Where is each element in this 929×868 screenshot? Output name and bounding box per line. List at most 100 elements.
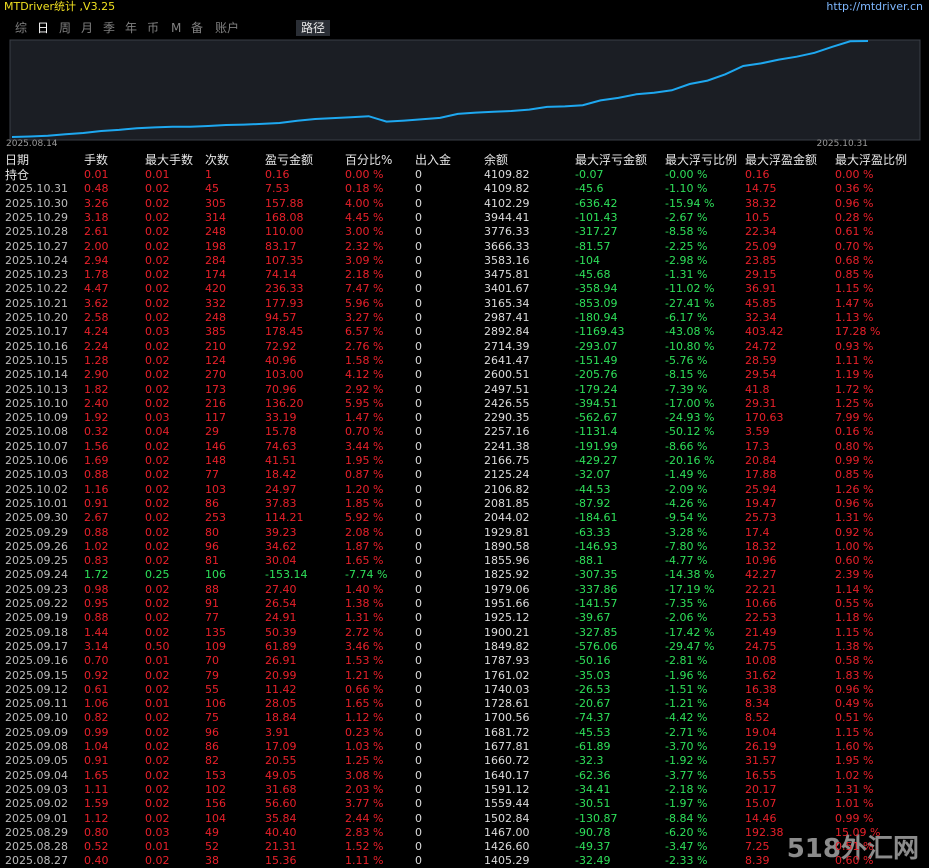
table-cell: 1.11 % <box>835 353 874 367</box>
row-date: 2025.10.07 <box>5 439 68 453</box>
table-cell: 33.19 <box>265 411 297 425</box>
table-cell: 0.96 % <box>835 496 874 510</box>
row-date: 2025.09.30 <box>5 511 68 525</box>
table-cell: -34.41 <box>575 782 611 796</box>
table-cell: 0.02 <box>145 539 170 553</box>
table-cell: 0 <box>415 196 422 210</box>
period-tab[interactable]: 年 <box>125 21 138 35</box>
table-cell: 0.70 <box>84 654 109 668</box>
table-cell: -2.06 % <box>665 611 708 625</box>
table-cell: 70.96 <box>265 382 297 396</box>
path-tab[interactable]: 路径 <box>296 20 330 36</box>
table-cell: -63.33 <box>575 525 611 539</box>
table-cell: 1825.92 <box>484 568 530 582</box>
table-cell: 2.92 % <box>345 382 384 396</box>
period-tab[interactable]: 综 <box>15 21 28 35</box>
table-cell: 0.92 <box>84 668 109 682</box>
table-cell: 42.27 <box>745 568 777 582</box>
table-cell: 385 <box>205 325 226 339</box>
table-cell: 37.83 <box>265 496 297 510</box>
table-cell: 34.62 <box>265 539 297 553</box>
table-cell: 3.46 % <box>345 639 384 653</box>
table-cell: 0.00 % <box>345 168 384 181</box>
table-cell: 20.17 <box>745 782 777 796</box>
period-tab[interactable]: 账户 <box>215 21 240 35</box>
table-cell: 117 <box>205 411 226 425</box>
column-header: 最大手数 <box>145 153 194 167</box>
row-date: 2025.10.22 <box>5 282 68 296</box>
row-date: 2025.10.13 <box>5 382 68 396</box>
table-cell: 0 <box>415 568 422 582</box>
table-cell: -191.99 <box>575 439 618 453</box>
period-tab[interactable]: 周 <box>59 21 72 35</box>
table-cell: -49.37 <box>575 840 611 854</box>
table-cell: 1728.61 <box>484 697 530 711</box>
table-cell: 157.88 <box>265 196 304 210</box>
row-date: 2025.09.10 <box>5 711 68 725</box>
table-cell: -4.42 % <box>665 711 708 725</box>
table-cell: 3.91 <box>265 725 290 739</box>
table-cell: -2.09 % <box>665 482 708 496</box>
table-cell: -15.94 % <box>665 196 715 210</box>
row-date: 2025.09.25 <box>5 554 68 568</box>
row-date: 2025.10.28 <box>5 225 68 239</box>
table-cell: 15.09 % <box>835 825 881 839</box>
table-cell: 0.28 % <box>835 210 874 224</box>
row-date: 2025.10.21 <box>5 296 68 310</box>
website-link[interactable]: http://mtdriver.cn <box>826 0 923 13</box>
period-tab[interactable]: 币 <box>147 21 160 35</box>
table-cell: 0.49 % <box>835 697 874 711</box>
column-header: 出入金 <box>415 153 452 167</box>
table-cell: 0 <box>415 654 422 668</box>
period-tab[interactable]: M <box>171 21 182 35</box>
table-cell: 1.92 <box>84 411 109 425</box>
table-cell: 0.23 % <box>345 725 384 739</box>
table-cell: -26.53 <box>575 682 611 696</box>
table-cell: 0 <box>415 411 422 425</box>
table-cell: -1.10 % <box>665 182 708 196</box>
table-cell: 8.39 <box>745 854 770 868</box>
table-cell: 173 <box>205 382 226 396</box>
table-cell: 156 <box>205 797 226 811</box>
table-cell: 0.96 % <box>835 196 874 210</box>
table-cell: -2.18 % <box>665 782 708 796</box>
table-cell: 0 <box>415 511 422 525</box>
table-cell: 1.15 % <box>835 625 874 639</box>
table-cell: 70 <box>205 654 219 668</box>
table-cell: -1131.4 <box>575 425 618 439</box>
table-cell: 2.58 <box>84 311 109 324</box>
table-cell: -1.21 % <box>665 697 708 711</box>
row-date: 2025.09.04 <box>5 768 68 782</box>
table-cell: -2.25 % <box>665 239 708 253</box>
table-cell: 0 <box>415 239 422 253</box>
row-date: 2025.08.27 <box>5 854 68 868</box>
row-date: 2025.08.28 <box>5 840 68 854</box>
table-cell: 1.38 % <box>835 639 874 653</box>
table-cell: -101.43 <box>575 210 618 224</box>
table-cell: -87.92 <box>575 496 611 510</box>
table-cell: 52 <box>205 840 219 854</box>
table-cell: 0 <box>415 582 422 596</box>
table-cell: 0.01 <box>145 168 170 181</box>
table-cell: 0.51 % <box>835 711 874 725</box>
table-cell: 1.11 <box>84 782 109 796</box>
table-cell: -184.61 <box>575 511 618 525</box>
period-tab[interactable]: 备 <box>191 21 204 35</box>
table-cell: 3944.41 <box>484 210 530 224</box>
table-cell: 3475.81 <box>484 268 530 282</box>
table-cell: 86 <box>205 496 219 510</box>
table-cell: 35.84 <box>265 811 297 825</box>
period-tab[interactable]: 季 <box>103 21 116 35</box>
table-cell: 0.80 % <box>835 439 874 453</box>
table-cell: 1855.96 <box>484 554 530 568</box>
table-cell: -7.80 % <box>665 539 708 553</box>
table-cell: 0 <box>415 496 422 510</box>
table-cell: 0 <box>415 597 422 610</box>
table-cell: 0.99 % <box>835 811 874 825</box>
table-cell: 1951.66 <box>484 597 530 610</box>
table-cell: 55 <box>205 682 219 696</box>
table-cell: -130.87 <box>575 811 618 825</box>
table-cell: 1.15 % <box>835 725 874 739</box>
period-tab[interactable]: 日 <box>37 21 50 35</box>
period-tab[interactable]: 月 <box>81 21 94 35</box>
